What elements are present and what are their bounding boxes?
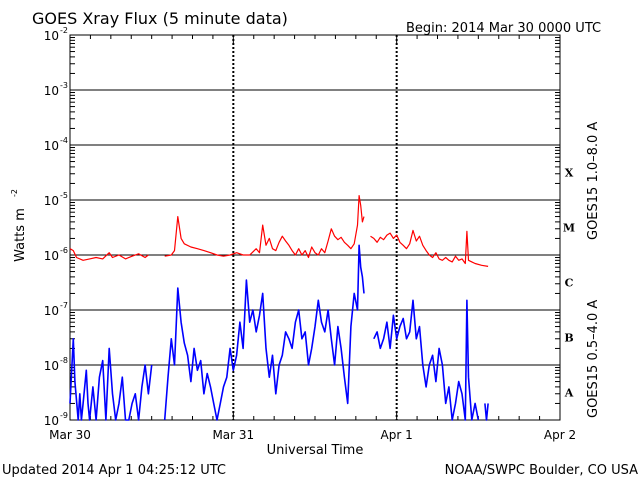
- flare-class-labels: X M C B A: [563, 167, 575, 400]
- y-axis-label: Watts m -2: [10, 189, 28, 262]
- y-tick-label: 10: [44, 304, 59, 318]
- y-axis-label-text: Watts m: [13, 208, 28, 262]
- credit-label: NOAA/SWPC Boulder, CO USA: [445, 463, 638, 478]
- series-layer: [69, 195, 489, 421]
- flare-class-label: C: [565, 277, 574, 290]
- y-tick-label: 10: [44, 414, 59, 428]
- legend-series-blue: GOES15 0.5–4.0 A: [586, 300, 601, 418]
- flare-class-label: A: [564, 387, 574, 400]
- y-tick-label: 10: [44, 194, 59, 208]
- updated-timestamp: Updated 2014 Apr 1 04:25:12 UTC: [2, 463, 226, 478]
- y-tick-label: 10: [44, 249, 59, 263]
- flare-class-label: X: [565, 167, 574, 180]
- y-tick-exponent: -9: [60, 411, 68, 420]
- y-tick-label: 10: [44, 84, 59, 98]
- y-tick-exponent: -4: [60, 136, 68, 145]
- plot-area: [69, 34, 561, 421]
- chart-title: GOES Xray Flux (5 minute data): [32, 9, 288, 28]
- y-tick-exponent: -3: [60, 81, 68, 90]
- x-tick-label: Mar 31: [212, 428, 254, 442]
- x-axis-label: Universal Time: [267, 443, 364, 458]
- x-axis-ticks: Mar 30 Mar 31 Apr 1 Apr 2: [49, 428, 576, 442]
- y-axis-label-exponent: -2: [10, 189, 19, 197]
- legend-series-red: GOES15 1.0–8.0 A: [586, 122, 601, 240]
- series-line-blue: [69, 244, 489, 421]
- y-tick-label: 10: [44, 359, 59, 373]
- y-tick-exponent: -8: [60, 356, 68, 365]
- begin-time-label: Begin: 2014 Mar 30 0000 UTC: [406, 21, 601, 36]
- plot-frame: [69, 34, 561, 421]
- x-tick-label: Apr 2: [544, 428, 576, 442]
- x-tick-label: Mar 30: [49, 428, 91, 442]
- flare-class-label: B: [564, 332, 573, 345]
- y-axis-ticks: 10-210-310-410-510-610-710-810-9: [44, 26, 68, 428]
- flare-class-label: M: [563, 222, 575, 235]
- y-tick-exponent: -5: [60, 191, 68, 200]
- y-tick-label: 10: [44, 139, 59, 153]
- grid: [69, 35, 561, 420]
- y-tick-exponent: -2: [60, 26, 68, 35]
- series-line-red: [69, 195, 489, 267]
- x-tick-label: Apr 1: [381, 428, 413, 442]
- y-tick-exponent: -6: [60, 246, 68, 255]
- y-tick-exponent: -7: [60, 301, 68, 310]
- y-tick-label: 10: [44, 29, 59, 43]
